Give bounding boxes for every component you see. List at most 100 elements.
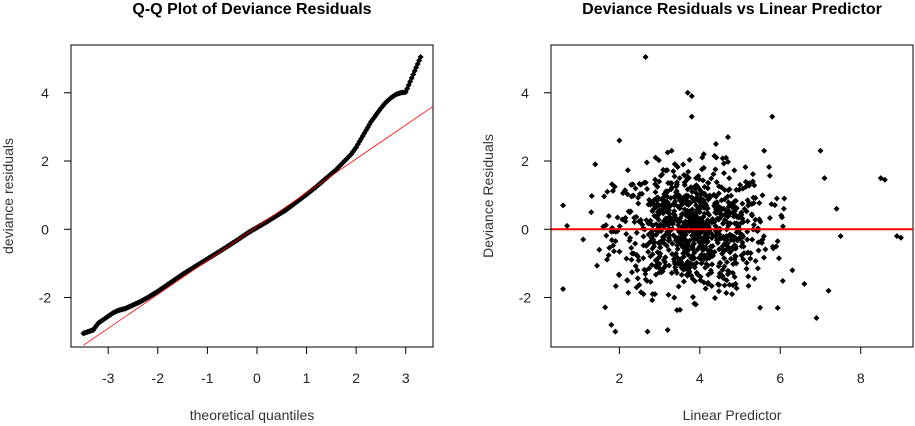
data-point — [720, 275, 727, 282]
x-tick-label: 0 — [253, 370, 261, 386]
data-point — [686, 237, 693, 244]
data-point — [704, 205, 711, 212]
data-point — [723, 259, 730, 266]
data-point — [825, 287, 832, 294]
data-point — [708, 283, 715, 290]
y-tick-label: 2 — [41, 153, 49, 169]
residuals-y-axis-label: Deviance Residuals — [480, 134, 496, 258]
data-point — [624, 191, 631, 198]
data-point — [653, 231, 660, 238]
data-point — [694, 219, 701, 226]
data-point — [698, 166, 705, 173]
data-point — [685, 265, 692, 272]
data-point — [652, 176, 659, 183]
data-point — [693, 190, 700, 197]
data-point — [637, 216, 644, 223]
data-point — [684, 209, 691, 216]
data-point — [700, 151, 707, 158]
data-point — [689, 206, 696, 213]
data-point — [801, 280, 808, 287]
data-point — [660, 240, 667, 247]
data-point — [652, 189, 659, 196]
data-point — [741, 205, 748, 212]
data-point — [680, 263, 687, 270]
data-point — [605, 252, 612, 259]
data-point — [564, 222, 571, 229]
data-point — [606, 244, 613, 251]
data-point — [610, 242, 617, 249]
data-point — [658, 267, 665, 274]
data-point — [701, 252, 708, 259]
data-point — [707, 267, 714, 274]
data-point — [670, 200, 677, 207]
data-point — [686, 156, 693, 163]
data-point — [642, 270, 649, 277]
data-point — [592, 161, 599, 168]
data-point — [616, 223, 623, 230]
data-point — [702, 285, 709, 292]
data-point — [709, 261, 716, 268]
data-point — [634, 267, 641, 274]
data-point — [594, 262, 601, 269]
data-point — [821, 175, 828, 182]
data-point — [609, 181, 616, 188]
data-point — [698, 260, 705, 267]
data-point — [633, 213, 640, 220]
data-point — [680, 250, 687, 257]
data-point — [673, 269, 680, 276]
data-point — [730, 261, 737, 268]
data-point — [739, 200, 746, 207]
data-point — [641, 266, 648, 273]
data-point — [647, 253, 654, 260]
data-point — [684, 258, 691, 265]
data-point — [645, 220, 652, 227]
data-point — [779, 214, 786, 221]
data-point — [642, 276, 649, 283]
data-point — [605, 213, 612, 220]
data-point — [680, 161, 687, 168]
y-tick-label: 2 — [521, 153, 529, 169]
x-tick-label: -1 — [201, 370, 214, 386]
data-point — [602, 222, 609, 229]
data-point — [737, 181, 744, 188]
data-point — [699, 239, 706, 246]
data-point — [762, 246, 769, 253]
data-point — [692, 210, 699, 217]
data-point — [755, 239, 762, 246]
data-point — [728, 192, 735, 199]
data-point — [610, 248, 617, 255]
data-point — [673, 236, 680, 243]
data-point — [726, 200, 733, 207]
y-tick-label: 0 — [521, 221, 529, 237]
data-point — [688, 93, 695, 100]
data-point — [685, 168, 692, 175]
data-point — [690, 255, 697, 262]
data-point — [745, 202, 752, 209]
data-point — [632, 240, 639, 247]
data-point — [720, 235, 727, 242]
data-point — [608, 237, 615, 244]
data-point — [688, 113, 695, 120]
data-point — [712, 222, 719, 229]
data-point — [720, 219, 727, 226]
data-point — [612, 283, 619, 290]
data-point — [673, 250, 680, 257]
data-point — [716, 270, 723, 277]
qq-reference-line — [83, 106, 434, 346]
data-point — [637, 289, 644, 296]
data-point — [683, 192, 690, 199]
data-point — [696, 176, 703, 183]
data-point — [643, 242, 650, 249]
data-point — [657, 250, 664, 257]
data-point — [721, 282, 728, 289]
qq-y-axis-label: deviance residuals — [0, 138, 16, 254]
data-point — [833, 205, 840, 212]
data-point — [580, 236, 587, 243]
data-point — [760, 254, 767, 261]
data-point — [709, 216, 716, 223]
data-point — [689, 244, 696, 251]
data-point — [669, 251, 676, 258]
data-point — [837, 233, 844, 240]
y-tick-label: -2 — [39, 290, 52, 306]
data-point — [679, 196, 686, 203]
